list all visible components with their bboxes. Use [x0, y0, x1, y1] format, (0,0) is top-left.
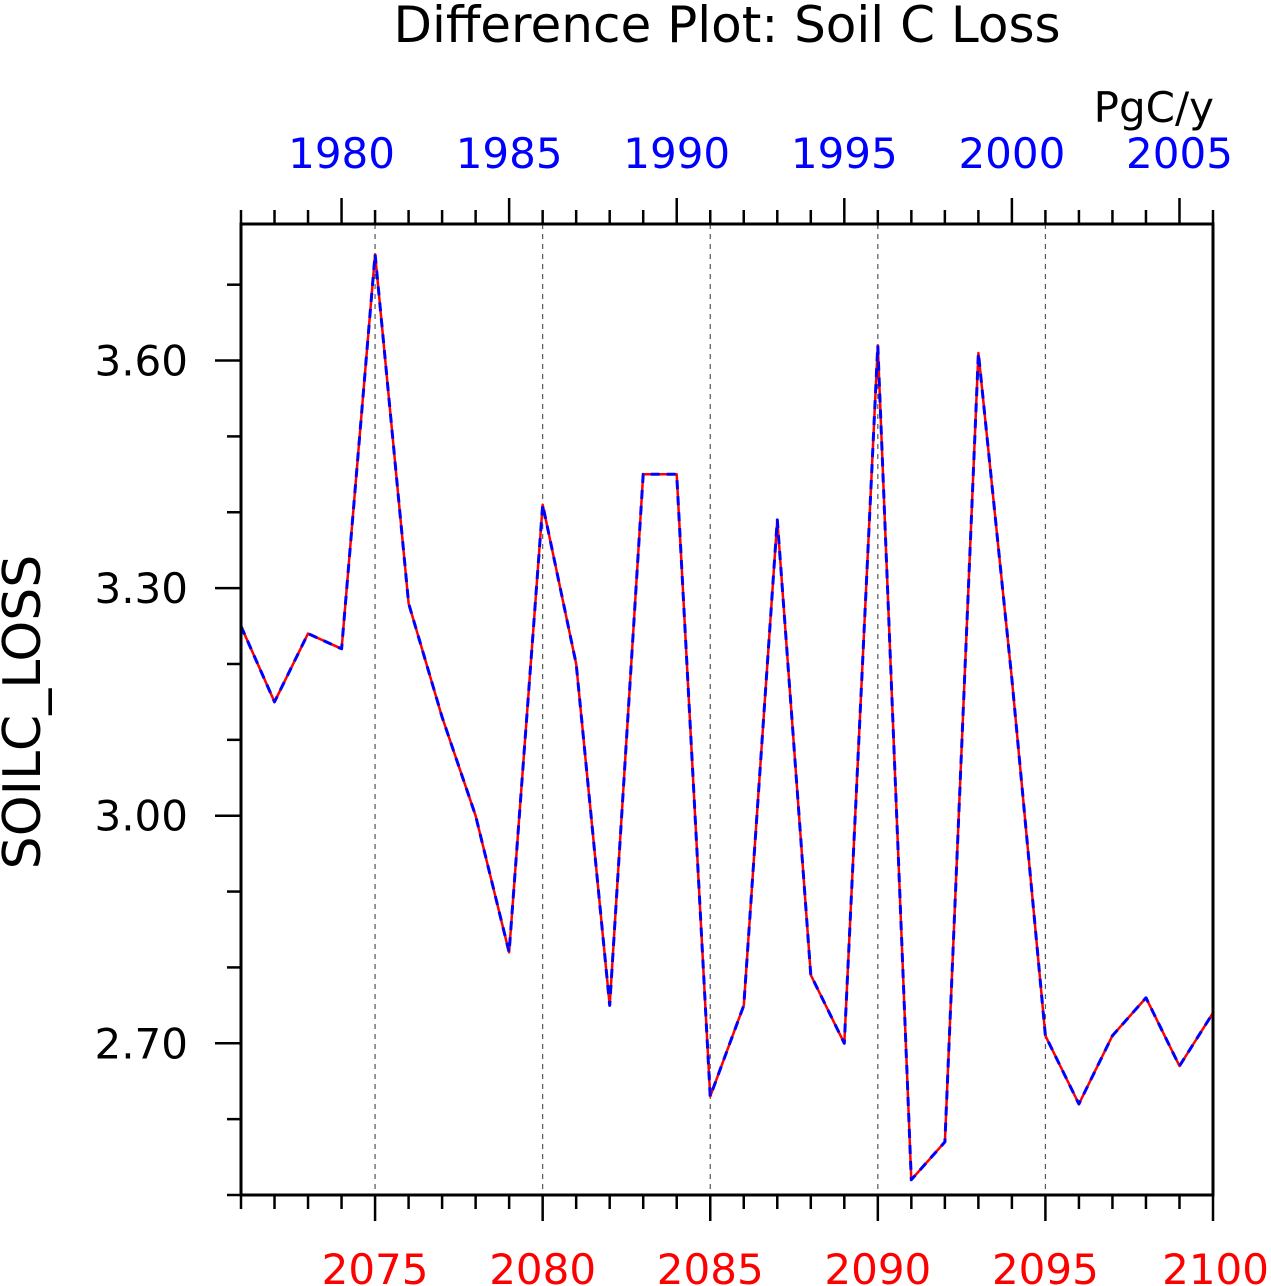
y-tick-labels: 2.70 3.00 3.30 3.60 — [94, 337, 188, 1069]
units-label: PgC/y — [1094, 83, 1214, 132]
chart-title: Difference Plot: Soil C Loss — [393, 0, 1060, 54]
y-tick-label: 2.70 — [94, 1019, 188, 1068]
x-bottom-tick-label: 2080 — [489, 1245, 596, 1286]
x-top-tick-label: 1980 — [288, 129, 395, 178]
x-bottom-tick-label: 2100 — [1162, 1245, 1269, 1286]
series-line-1 — [239, 253, 1215, 1182]
bottom-x-tick-labels: 2075 2080 2085 2090 2095 2100 — [322, 1245, 1269, 1286]
plot-frame — [239, 222, 1215, 1197]
y-tick-label: 3.00 — [94, 792, 188, 841]
y-tick-label: 3.30 — [94, 564, 188, 613]
x-bottom-tick-label: 2075 — [322, 1245, 429, 1286]
x-top-tick-label: 1990 — [623, 129, 730, 178]
y-tick-label: 3.60 — [94, 337, 188, 386]
x-bottom-tick-label: 2085 — [657, 1245, 764, 1286]
top-x-tick-labels: 1980 1985 1990 1995 2000 2005 — [288, 129, 1233, 178]
series-line-2 — [239, 252, 1215, 1182]
x-top-tick-label: 2000 — [958, 129, 1065, 178]
grid-lines — [374, 224, 1047, 1195]
x-bottom-tick-label: 2095 — [992, 1245, 1099, 1286]
x-bottom-tick-label: 2090 — [824, 1245, 931, 1286]
x-top-tick-label: 2005 — [1126, 129, 1233, 178]
x-top-tick-label: 1985 — [456, 129, 563, 178]
x-top-tick-label: 1995 — [791, 129, 898, 178]
axes — [215, 198, 1215, 1221]
y-axis-label: SOILC_LOSS — [0, 555, 53, 870]
series-layer — [239, 252, 1215, 1182]
